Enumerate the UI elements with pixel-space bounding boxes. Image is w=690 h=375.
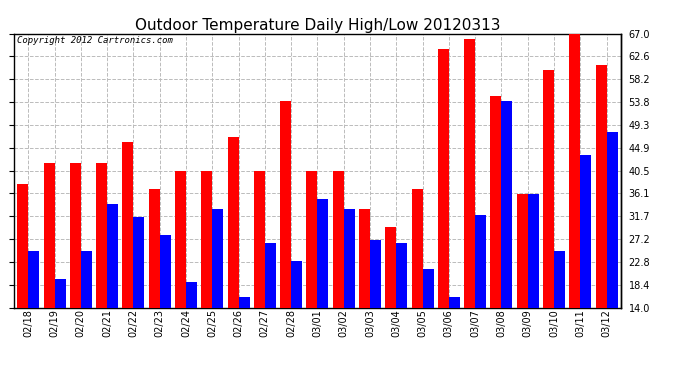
Bar [159,235,170,375]
Bar [359,209,370,375]
Title: Outdoor Temperature Daily High/Low 20120313: Outdoor Temperature Daily High/Low 20120… [135,18,500,33]
Bar [107,204,118,375]
Bar [422,269,433,375]
Bar [55,279,66,375]
Bar [554,251,565,375]
Bar [528,194,539,375]
Bar [317,199,328,375]
Bar [81,251,92,375]
Bar [491,96,502,375]
Bar [175,171,186,375]
Bar [502,101,513,375]
Bar [239,297,250,375]
Bar [411,189,422,375]
Bar [569,34,580,375]
Bar [370,240,381,375]
Bar [70,163,81,375]
Bar [385,228,396,375]
Bar [43,163,55,375]
Bar [344,209,355,375]
Bar [17,183,28,375]
Bar [96,163,107,375]
Text: Copyright 2012 Cartronics.com: Copyright 2012 Cartronics.com [17,36,172,45]
Bar [517,194,528,375]
Bar [228,137,239,375]
Bar [448,297,460,375]
Bar [201,171,213,375]
Bar [291,261,302,375]
Bar [396,243,407,375]
Bar [464,39,475,375]
Bar [475,214,486,375]
Bar [580,155,591,375]
Bar [437,49,448,375]
Bar [213,209,224,375]
Bar [133,217,144,375]
Bar [595,65,607,375]
Bar [254,171,265,375]
Bar [607,132,618,375]
Bar [28,251,39,375]
Bar [306,171,317,375]
Bar [333,171,344,375]
Bar [265,243,276,375]
Bar [280,101,291,375]
Bar [186,282,197,375]
Bar [122,142,133,375]
Bar [543,70,554,375]
Bar [148,189,159,375]
